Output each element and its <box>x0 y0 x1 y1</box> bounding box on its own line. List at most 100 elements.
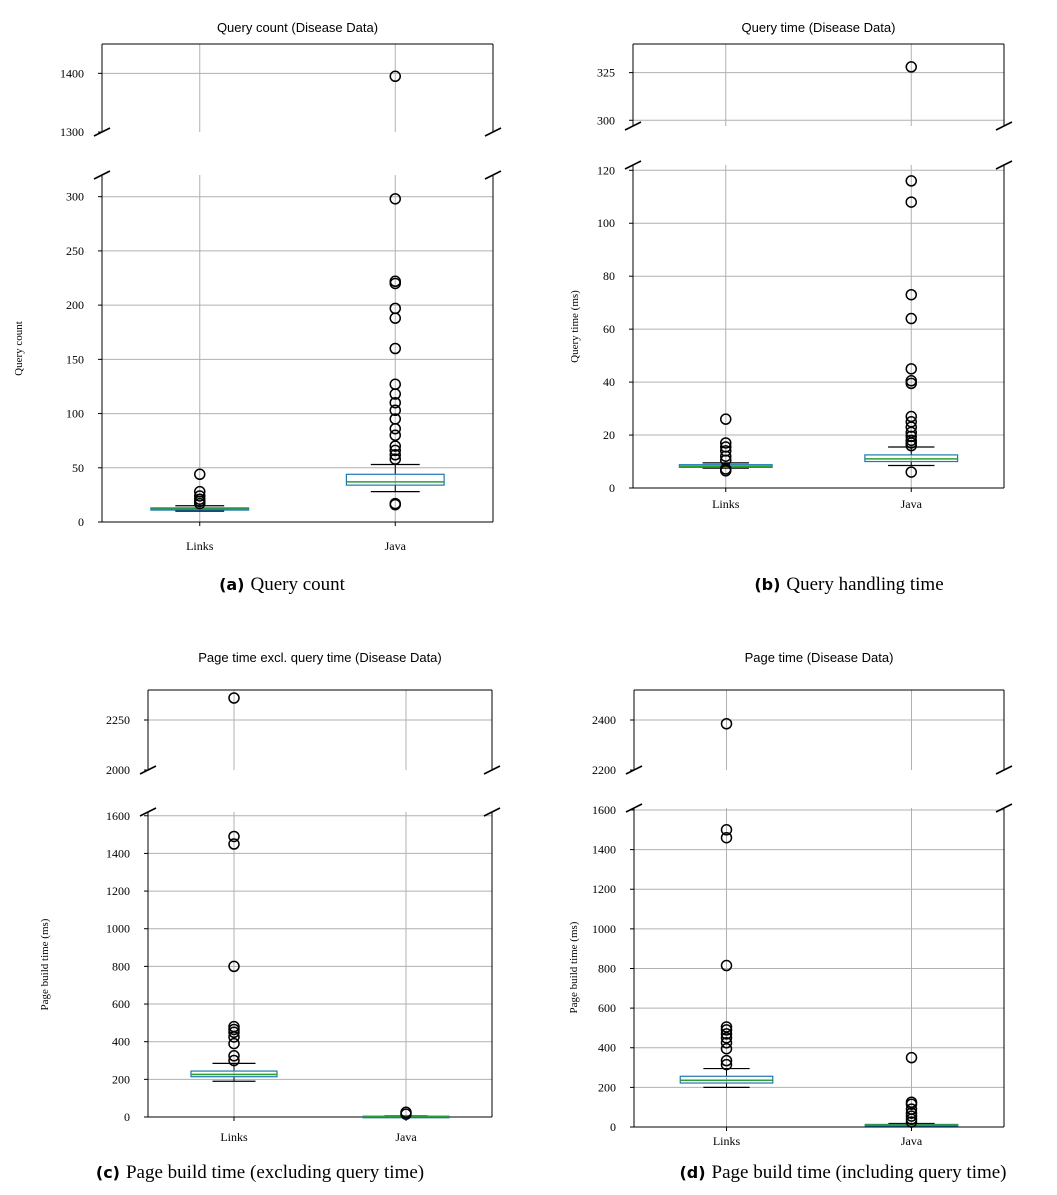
x-tick-label: Java <box>901 497 923 511</box>
axis-break-mark <box>93 170 111 180</box>
y-axis-label: Query count <box>13 321 25 376</box>
outlier-point <box>389 378 401 391</box>
figure-caption: (c) Page build time (excluding query time… <box>96 1162 424 1183</box>
outlier-point <box>905 363 917 375</box>
y-tick-label: 60 <box>603 322 615 336</box>
chart-title: Query time (Disease Data) <box>742 20 896 35</box>
caption-letter: (c) <box>96 1163 120 1182</box>
outlier-point <box>389 70 401 83</box>
x-tick-label: Links <box>712 497 740 511</box>
outlier-point <box>905 1116 918 1128</box>
box-java <box>864 61 959 478</box>
outlier-point <box>720 441 732 453</box>
outlier-point <box>228 1037 240 1050</box>
box-links <box>679 718 774 1088</box>
y-tick-label: 1400 <box>60 66 84 80</box>
outlier-point <box>905 196 917 208</box>
outlier-point <box>905 1107 918 1119</box>
figure-caption: (b) Query handling time <box>754 574 943 595</box>
axis-break-mark <box>995 765 1013 775</box>
x-tick-label: Java <box>901 1134 923 1148</box>
outlier-point <box>389 440 401 452</box>
box-java <box>345 70 445 511</box>
y-axis-label: Page build time (ms) <box>39 918 51 1010</box>
axis-break-mark <box>995 160 1013 170</box>
y-tick-label: 100 <box>597 216 615 230</box>
caption-letter: (b) <box>754 575 780 594</box>
y-tick-label: 80 <box>603 269 615 283</box>
y-tick-label: 0 <box>610 1120 616 1134</box>
outlier-point <box>720 1021 733 1033</box>
outlier-point <box>720 1028 733 1040</box>
box-links <box>190 692 278 1082</box>
outlier-point <box>905 416 917 428</box>
outlier-point <box>720 437 732 449</box>
outlier-point <box>720 1042 733 1055</box>
figure-caption: (a) Query count <box>219 574 346 595</box>
caption-letter: (d) <box>679 1163 705 1182</box>
outlier-point <box>389 497 401 510</box>
y-tick-label: 2400 <box>592 713 616 727</box>
outlier-point <box>720 413 732 425</box>
outlier-point <box>228 1054 240 1067</box>
y-tick-label: 800 <box>112 959 130 973</box>
x-tick-label: Java <box>395 1130 417 1144</box>
y-tick-label: 0 <box>78 515 84 529</box>
axis-break-mark <box>624 160 642 170</box>
caption-text: Query handling time <box>786 574 943 595</box>
caption-text: Query count <box>250 574 345 595</box>
outlier-point <box>194 493 206 505</box>
outlier-point <box>389 429 401 441</box>
axis-break-mark <box>139 807 157 817</box>
outlier-point <box>905 61 917 73</box>
chart-panel-0: Query count (Disease Data) 1300 1400 0 50 100… <box>13 20 502 595</box>
outlier-point <box>228 960 240 973</box>
box-java <box>864 1051 959 1128</box>
outlier-point <box>720 718 733 730</box>
outlier-point <box>905 288 917 301</box>
y-tick-label: 325 <box>597 66 615 80</box>
axis-break-mark <box>484 170 502 180</box>
axis-break-mark <box>483 765 501 775</box>
box-java <box>362 1106 450 1120</box>
outlier-point <box>905 1103 918 1115</box>
y-axis-label: Query time (ms) <box>569 290 581 363</box>
x-tick-label: Links <box>220 1130 248 1144</box>
iqr-box <box>345 473 445 486</box>
outlier-point <box>720 445 732 457</box>
y-tick-label: 50 <box>72 461 84 475</box>
axis-break-mark <box>483 807 501 817</box>
y-tick-label: 250 <box>66 244 84 258</box>
outlier-point <box>389 404 401 417</box>
y-tick-label: 1400 <box>592 843 616 857</box>
axis-break-mark <box>624 121 642 131</box>
chart-title: Page time excl. query time (Disease Data… <box>198 650 441 665</box>
chart-panel-1: Query time (Disease Data) 300 325 0 20 40 60 80… <box>569 20 1013 595</box>
y-tick-label: 200 <box>598 1080 616 1094</box>
outlier-point <box>389 449 401 461</box>
y-tick-label: 400 <box>598 1041 616 1055</box>
y-tick-label: 120 <box>597 163 615 177</box>
outlier-point <box>720 831 733 844</box>
y-axis-label: Page build time (ms) <box>568 921 580 1013</box>
y-tick-label: 300 <box>66 190 84 204</box>
x-tick-label: Java <box>385 539 407 553</box>
y-tick-label: 2200 <box>592 763 616 777</box>
x-tick-label: Links <box>186 539 214 553</box>
y-tick-label: 400 <box>112 1035 130 1049</box>
outlier-point <box>720 1032 733 1044</box>
outlier-point <box>389 302 401 315</box>
axis-break-mark <box>995 803 1013 813</box>
axis-break-mark <box>484 127 502 137</box>
caption-text: Page build time (excluding query time) <box>126 1162 424 1183</box>
outlier-point <box>905 375 917 387</box>
outlier-point <box>228 692 240 704</box>
chart-title: Query count (Disease Data) <box>217 20 378 35</box>
y-tick-label: 2000 <box>106 763 130 777</box>
y-tick-label: 200 <box>66 298 84 312</box>
outlier-point <box>389 453 401 465</box>
outlier-point <box>905 466 917 478</box>
outlier-point <box>228 838 240 850</box>
y-tick-label: 800 <box>598 961 616 975</box>
